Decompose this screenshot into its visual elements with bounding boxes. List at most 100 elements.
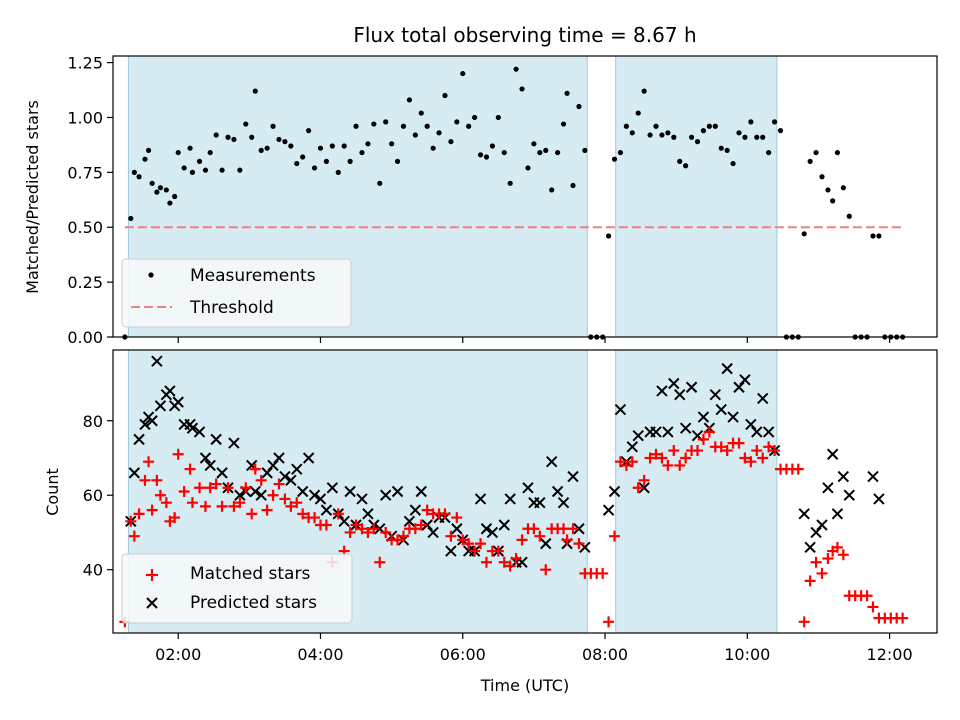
predicted-star-point: [545, 456, 558, 468]
predicted-star-point: [421, 519, 433, 531]
measurement-point: [460, 70, 466, 77]
matched-star-point: [368, 523, 380, 535]
matched-star-point: [798, 616, 810, 628]
measurement-point: [870, 233, 876, 239]
matched-star-point: [380, 526, 392, 538]
measurement-point: [641, 88, 647, 94]
matched-star-point: [831, 541, 843, 553]
top-y-ticks: 0.00 0.25 0.50 0.75 1.00 1.25: [67, 54, 113, 347]
top-measurements: [122, 66, 906, 340]
matched-star-point: [816, 567, 828, 579]
matched-star-point: [279, 493, 291, 505]
matched-star-point: [674, 459, 686, 471]
matched-star-point: [172, 448, 184, 460]
bottom-panel: 40 60 80 02:00 04:00 06:00 08:00 10:00 12:00 Co…: [43, 349, 938, 695]
predicted-star-point: [614, 403, 627, 416]
matched-star-point: [516, 534, 528, 546]
measurement-point: [219, 167, 225, 173]
measurement-point: [136, 174, 142, 180]
predicted-star-point: [216, 467, 228, 479]
matched-star-point: [169, 512, 181, 524]
measurement-point: [659, 132, 665, 138]
top-y-tick-label: 1.25: [67, 54, 103, 73]
measurement-point: [294, 160, 300, 167]
matched-star-point: [692, 445, 704, 457]
predicted-star-point: [273, 452, 285, 464]
predicted-star-point: [831, 508, 844, 520]
measurement-point: [472, 114, 478, 121]
predicted-star-point: [199, 452, 212, 464]
predicted-star-point: [602, 504, 615, 516]
bottom-plot-frame: [112, 349, 938, 634]
matched-star-point: [609, 530, 621, 542]
predicted-star-point: [403, 515, 416, 527]
predicted-star-point: [745, 418, 757, 431]
matched-star-point: [397, 530, 409, 542]
bottom-x-tick-label: 12:00: [867, 645, 913, 664]
matched-star-point: [638, 474, 650, 486]
predicted-star-point: [727, 411, 739, 423]
predicted-star-point: [234, 489, 246, 501]
matched-star-point: [216, 500, 228, 512]
predicted-star-point: [662, 426, 674, 438]
measurement-point: [531, 141, 537, 147]
measurement-point: [335, 169, 341, 175]
matched-star-point: [255, 474, 267, 486]
predicted-star-point: [826, 448, 839, 460]
matched-star-point: [721, 445, 733, 457]
matched-star-point: [261, 504, 273, 516]
measurement-point: [448, 139, 454, 145]
predicted-star-point: [291, 463, 303, 475]
measurement-point: [167, 200, 173, 206]
matched-star-point: [222, 482, 234, 494]
top-y-label: Matched/Predicted stars: [23, 100, 42, 294]
matched-star-point: [332, 508, 344, 520]
matched-star-point: [154, 489, 166, 501]
measurement-point: [142, 156, 148, 162]
matched-star-point: [392, 534, 404, 546]
bottom-legend: Matched stars Predicted stars: [121, 553, 353, 624]
measurement-point: [145, 147, 152, 153]
matched-star-point: [285, 500, 297, 512]
top-panel: 0.00 0.25 0.50 0.75 1.00 1.25 Matched/Predict…: [23, 54, 938, 347]
predicted-star-point: [391, 485, 404, 498]
predicted-star-point: [154, 400, 167, 412]
predicted-star-point: [674, 388, 686, 401]
measurement-point: [647, 132, 653, 138]
predicted-star-point: [715, 403, 727, 416]
measurement-point: [683, 163, 689, 169]
measurement-point: [513, 66, 519, 72]
measurement-point: [519, 86, 525, 92]
shaded-interval-2: [615, 349, 778, 634]
matched-star-point: [273, 478, 285, 490]
predicted-star-point: [427, 526, 439, 539]
bottom-y-tick-label: 80: [83, 412, 103, 431]
measurement-point: [418, 110, 424, 116]
measurement-point: [560, 121, 567, 127]
predicted-star-point: [867, 470, 879, 483]
matched-star-point: [656, 452, 668, 464]
measurement-point: [694, 139, 701, 145]
measurement-point: [665, 130, 671, 136]
measurement-point: [801, 231, 807, 237]
matched-star-point: [715, 441, 727, 453]
matched-star-point: [534, 530, 546, 542]
predicted-star-point: [697, 411, 710, 423]
measurement-point: [172, 193, 178, 200]
measurement-point: [341, 143, 347, 149]
measurement-point: [611, 156, 618, 162]
measurement-point: [543, 147, 549, 153]
matched-star-point: [267, 489, 279, 501]
predicted-star-point: [626, 441, 639, 453]
measurement-point: [688, 134, 695, 140]
measurement-point: [555, 149, 561, 156]
measurement-point: [300, 154, 306, 160]
matched-star-point: [769, 445, 781, 457]
predicted-star-point: [751, 426, 763, 438]
predicted-star-point: [540, 537, 552, 550]
matched-star-point: [792, 463, 804, 475]
matched-star-point: [745, 456, 757, 468]
bottom-x-tick-label: 04:00: [297, 645, 343, 664]
measurement-point: [225, 134, 231, 140]
